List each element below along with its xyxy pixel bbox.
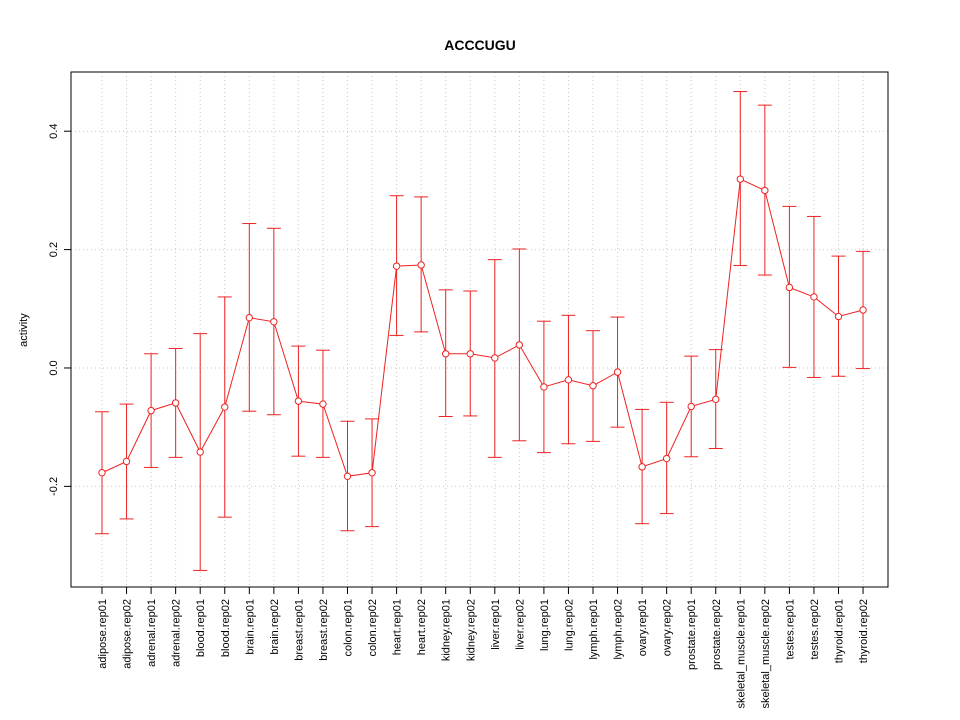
x-tick-label: lymph.rep01 [588, 599, 600, 660]
x-tick-label: colon.rep01 [343, 599, 355, 657]
x-tick-label: colon.rep02 [367, 599, 379, 657]
data-point [466, 350, 474, 358]
x-tick-label: testes.rep01 [784, 599, 796, 660]
data-point [147, 406, 155, 415]
data-point [417, 261, 425, 269]
x-tick-label: adrenal.rep01 [146, 599, 158, 667]
data-point [122, 457, 131, 466]
x-tick-label: lymph.rep02 [613, 599, 625, 660]
data-point [319, 400, 327, 408]
y-tick-label: 0.4 [48, 124, 60, 139]
x-tick-label: brain.rep01 [244, 599, 256, 655]
data-point [859, 306, 867, 314]
data-point [294, 397, 303, 405]
data-point [221, 403, 229, 411]
data-point [810, 293, 818, 301]
x-tick-label: heart.rep01 [392, 599, 404, 655]
x-tick-label: adipose.rep01 [97, 599, 109, 669]
data-point [687, 402, 695, 411]
data-series [95, 91, 871, 571]
data-point [613, 368, 622, 376]
x-tick-label: thyroid.rep01 [834, 599, 846, 663]
data-point [834, 312, 843, 321]
x-tick-label: lung.rep02 [563, 599, 575, 651]
x-tick-label: heart.rep02 [416, 599, 428, 655]
x-tick-label: lung.rep01 [539, 599, 551, 651]
data-point [638, 463, 646, 471]
x-tick-label: adipose.rep02 [122, 599, 134, 669]
x-tick-label: breast.rep02 [318, 599, 330, 661]
x-tick-label: skeletal_muscle.rep02 [760, 599, 772, 708]
x-tick-label: prostate.rep02 [711, 599, 723, 670]
x-tick-label: skeletal_muscle.rep01 [735, 599, 747, 708]
y-tick-label: 0.0 [48, 360, 60, 375]
data-point [343, 472, 352, 481]
y-axis-label: activity [18, 313, 30, 347]
data-point [712, 395, 720, 404]
data-point [245, 313, 254, 322]
x-tick-label: liver.rep01 [490, 599, 502, 650]
data-point [98, 469, 106, 477]
series-line [101, 178, 864, 477]
x-tick-label: liver.rep02 [514, 599, 526, 650]
data-point [442, 350, 450, 358]
data-point [491, 354, 499, 362]
x-tick-label: thyroid.rep02 [858, 599, 870, 663]
x-tick-label: blood.rep02 [220, 599, 232, 657]
data-point [736, 175, 744, 183]
data-point [270, 318, 278, 326]
data-point [368, 469, 376, 477]
grid-lines [71, 72, 888, 587]
y-axis: -0.2 0.0 0.2 0.4 [48, 124, 71, 496]
x-tick-label: brain.rep02 [269, 599, 281, 655]
x-tick-label: blood.rep01 [195, 599, 207, 657]
x-tick-label: kidney.rep02 [465, 599, 477, 661]
x-tick-label: adrenal.rep02 [171, 599, 183, 667]
x-tick-label: testes.rep02 [809, 599, 821, 660]
data-point [171, 399, 180, 407]
x-axis: adipose.rep01 adipose.rep02 adrenal.rep01 a… [97, 587, 870, 708]
data-point [662, 454, 671, 463]
y-tick-label: -0.2 [48, 477, 60, 496]
x-tick-label: kidney.rep01 [441, 599, 453, 661]
data-point [564, 376, 573, 384]
plot-frame [70, 71, 889, 588]
data-point [392, 262, 401, 270]
data-point [515, 341, 524, 349]
data-point [540, 383, 548, 391]
y-tick-label: 0.2 [48, 242, 60, 257]
data-point [785, 283, 794, 292]
x-tick-label: ovary.rep02 [662, 599, 674, 656]
x-tick-label: prostate.rep01 [686, 599, 698, 670]
x-tick-label: ovary.rep01 [637, 599, 649, 656]
data-point [589, 382, 597, 390]
data-point [196, 448, 204, 456]
x-tick-label: breast.rep01 [293, 599, 305, 661]
data-point [761, 186, 769, 195]
chart-title: ACCCUGU [444, 37, 516, 53]
